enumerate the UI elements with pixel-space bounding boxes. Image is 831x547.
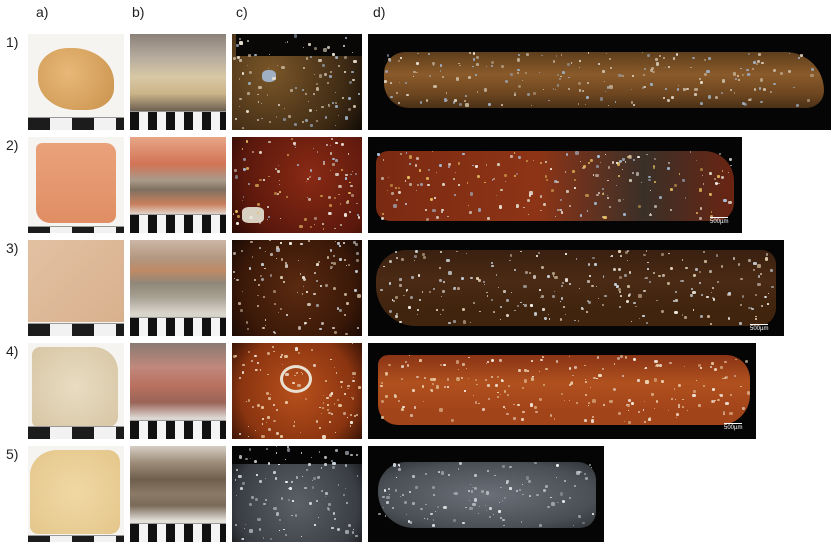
row1-micrograph-detail	[232, 34, 362, 130]
scale-bar	[130, 111, 226, 130]
row2-section-photo	[130, 137, 226, 233]
scale-bar	[130, 420, 226, 439]
row2-micrograph-detail	[232, 137, 362, 233]
scale-bar	[130, 317, 226, 336]
row4-thin-section: 500µm	[368, 343, 756, 439]
scale-bar	[130, 214, 226, 233]
row4-section-photo	[130, 343, 226, 439]
row-label-1: 1)	[6, 34, 19, 50]
row3-micrograph-detail	[232, 240, 362, 336]
row5-section-photo	[130, 446, 226, 542]
row5-thin-section	[368, 446, 604, 542]
row1-sherd-photo	[28, 34, 124, 130]
row-label-5: 5)	[6, 446, 19, 462]
thin-section-strip	[384, 52, 824, 108]
thin-section-strip	[376, 250, 776, 326]
column-label-c: c)	[236, 4, 248, 20]
scale-bar	[28, 226, 124, 233]
sherd-fragment	[32, 347, 118, 427]
row3-section-photo	[130, 240, 226, 336]
thin-section-strip	[378, 462, 596, 528]
row5-micrograph-detail	[232, 446, 362, 542]
row5-sherd-photo	[28, 446, 124, 542]
scale-bar	[28, 323, 124, 336]
row2-thin-section: 500µm	[368, 137, 742, 233]
row2-sherd-photo	[28, 137, 124, 233]
scale-bar	[28, 117, 124, 130]
scale-label: 500µm	[750, 324, 769, 332]
thin-section-strip	[378, 355, 751, 425]
scale-bar	[28, 426, 124, 439]
row4-sherd-photo	[28, 343, 124, 439]
row3-thin-section: 500µm	[368, 240, 784, 336]
row1-section-photo	[130, 34, 226, 130]
scale-bar	[130, 523, 226, 542]
column-label-b: b)	[132, 4, 145, 20]
column-label-a: a)	[36, 4, 49, 20]
row3-sherd-photo	[28, 240, 124, 336]
row-label-4: 4)	[6, 343, 19, 359]
thin-section-strip	[376, 151, 734, 221]
scale-bar	[28, 535, 124, 542]
scale-label: 500µm	[710, 217, 729, 225]
sherd-fragment	[30, 450, 120, 534]
sherd-fragment	[38, 48, 114, 110]
row4-micrograph-detail	[232, 343, 362, 439]
scale-label: 500µm	[724, 423, 743, 431]
column-label-d: d)	[373, 4, 386, 20]
row-label-3: 3)	[6, 240, 19, 256]
row-label-2: 2)	[6, 137, 19, 153]
sherd-fragment	[28, 240, 124, 322]
sherd-fragment	[36, 143, 116, 223]
row1-thin-section	[368, 34, 831, 130]
